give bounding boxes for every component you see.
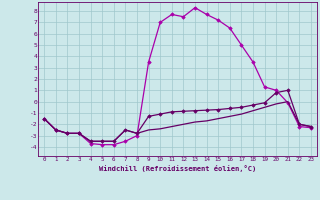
X-axis label: Windchill (Refroidissement éolien,°C): Windchill (Refroidissement éolien,°C) (99, 165, 256, 172)
